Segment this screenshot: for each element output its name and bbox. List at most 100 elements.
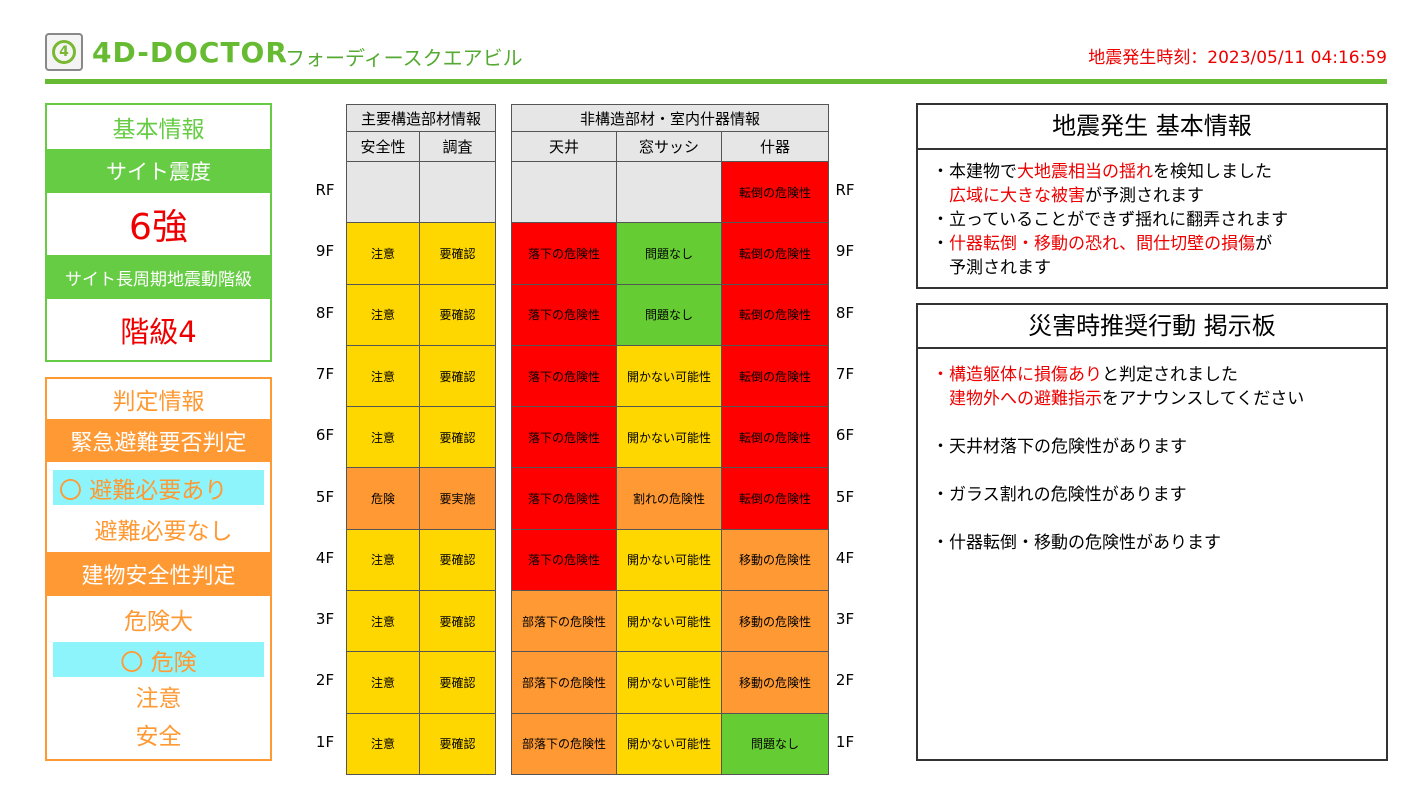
col-ceiling: 天井 — [511, 131, 617, 162]
status-cell: 要確認 — [418, 651, 497, 714]
nonstructural-table: 非構造部材・室内什器情報 天井 窓サッシ 什器 転倒の危険性 落下の危険性 問題なし 転倒… — [510, 104, 830, 775]
status-cell: 注意 — [346, 590, 420, 653]
status-cell: 注意 — [346, 283, 420, 346]
floor-label: 4F — [835, 548, 855, 567]
message-line: 広域に大きな被害が予測されます — [932, 184, 1386, 208]
status-cell — [511, 160, 617, 224]
message-text: ・什器転倒・移動の危険性があります — [932, 533, 1221, 553]
status-cell: 注意 — [346, 651, 420, 714]
floor-label: 9F — [835, 242, 855, 261]
message-text: ・ — [932, 234, 949, 254]
site-intensity-label: サイト震度 — [47, 149, 270, 193]
table-row: 部落下の危険性 開かない可能性 移動の危険性 — [511, 590, 830, 653]
status-cell: 転倒の危険性 — [720, 344, 830, 408]
status-cell: 注意 — [346, 344, 420, 408]
table-row: 危険 要実施 — [346, 467, 497, 530]
floor-label: 3F — [315, 610, 335, 629]
basic-info-panel: 基本情報 サイト震度 6強 サイト長周期地震動階級 階級4 — [45, 103, 272, 362]
evac-option-required: 〇 避難必要あり — [53, 470, 264, 505]
table-row: 部落下の危険性 開かない可能性 移動の危険性 — [511, 651, 830, 714]
status-cell: 移動の危険性 — [720, 590, 830, 653]
message-text: が — [1255, 234, 1273, 254]
message-line: ・什器転倒・移動の危険性があります — [932, 531, 1386, 555]
table-row: 落下の危険性 開かない可能性 移動の危険性 — [511, 528, 830, 592]
highlight-text: 什器転倒・移動の恐れ、間仕切壁の損傷 — [949, 234, 1256, 254]
status-cell: 開かない可能性 — [616, 528, 722, 592]
table-row: 注意 要確認 — [346, 712, 497, 775]
quake-info-box: 地震発生 基本情報 ・本建物で大地震相当の揺れを検知しました 広域に大きな被害が… — [916, 103, 1388, 289]
status-cell: 落下の危険性 — [511, 406, 617, 469]
table-row: 転倒の危険性 — [511, 160, 830, 224]
long-period-class: 階級4 — [120, 314, 197, 349]
logo-icon: 4 — [45, 33, 83, 71]
status-cell: 要確認 — [418, 528, 497, 592]
message-text: ・立っていることができず揺れに翻弄されます — [932, 210, 1289, 230]
message-line — [932, 459, 1386, 483]
status-cell — [616, 160, 722, 224]
table-row: 落下の危険性 問題なし 転倒の危険性 — [511, 283, 830, 346]
header-divider — [45, 79, 1387, 84]
structural-header: 主要構造部材情報 — [345, 104, 497, 132]
status-cell: 落下の危険性 — [511, 344, 617, 408]
floor-label: 3F — [835, 610, 855, 629]
floor-label: 2F — [835, 671, 855, 690]
table-row: 落下の危険性 割れの危険性 転倒の危険性 — [511, 467, 830, 530]
floor-label: RF — [315, 181, 335, 199]
safety-option-high-danger: 危険大 — [124, 609, 193, 635]
floor-label: 5F — [315, 487, 335, 506]
building-name: フォーディースクエアビル — [285, 46, 523, 70]
message-text: を検知しました — [1153, 162, 1272, 182]
status-cell: 転倒の危険性 — [720, 406, 830, 469]
table-row: 注意 要確認 — [346, 222, 497, 285]
status-cell: 転倒の危険性 — [720, 283, 830, 346]
message-text: ・天井材落下の危険性があります — [932, 437, 1187, 457]
status-cell: 注意 — [346, 406, 420, 469]
message-text: と判定されました — [1102, 365, 1238, 385]
basic-info-title: 基本情報 — [112, 117, 205, 143]
message-text — [932, 461, 937, 481]
status-cell: 部落下の危険性 — [511, 651, 617, 714]
table-row: 落下の危険性 問題なし 転倒の危険性 — [511, 222, 830, 285]
status-cell: 要確認 — [418, 712, 497, 775]
floor-label: 1F — [835, 732, 855, 751]
table-row: 落下の危険性 開かない可能性 転倒の危険性 — [511, 344, 830, 408]
safety-option-danger: 〇 危険 — [53, 642, 264, 677]
status-cell: 部落下の危険性 — [511, 712, 617, 775]
status-cell: 移動の危険性 — [720, 528, 830, 592]
floor-label: 6F — [835, 426, 855, 445]
status-cell: 開かない可能性 — [616, 344, 722, 408]
status-cell: 落下の危険性 — [511, 222, 617, 285]
nonstructural-header: 非構造部材・室内什器情報 — [510, 104, 830, 132]
highlight-text: 大地震相当の揺れ — [1017, 162, 1153, 182]
safety-option-caution: 注意 — [135, 686, 182, 712]
status-cell: 問題なし — [720, 712, 830, 775]
status-cell: 要確認 — [418, 590, 497, 653]
status-cell: 転倒の危険性 — [720, 467, 830, 530]
table-row: 注意 要確認 — [346, 590, 497, 653]
quake-time: 地震発生時刻：2023/05/11 04:16:59 — [1088, 48, 1387, 68]
table-row: 部落下の危険性 開かない可能性 問題なし — [511, 712, 830, 775]
status-cell: 部落下の危険性 — [511, 590, 617, 653]
message-text: ・ガラス割れの危険性があります — [932, 485, 1187, 505]
floor-label: 7F — [315, 364, 335, 383]
table-row: 注意 要確認 — [346, 344, 497, 408]
highlight-text: 構造躯体に損傷あり — [949, 365, 1102, 385]
status-cell: 注意 — [346, 712, 420, 775]
floor-label: 7F — [835, 364, 855, 383]
floor-label: 1F — [315, 732, 335, 751]
message-text: 予測されます — [932, 258, 1051, 278]
status-cell: 問題なし — [616, 283, 722, 346]
table-row: 注意 要確認 — [346, 651, 497, 714]
safety-option-safe: 安全 — [135, 724, 182, 750]
status-cell: 割れの危険性 — [616, 467, 722, 530]
highlight-text: 広域に大きな被害 — [949, 186, 1085, 206]
table-row: 注意 要確認 — [346, 406, 497, 469]
message-text — [932, 509, 937, 529]
floor-label: 6F — [315, 426, 335, 445]
message-text — [932, 413, 937, 433]
floor-label: 8F — [315, 303, 335, 322]
message-line: 建物外への避難指示をアナウンスしてください — [932, 387, 1386, 411]
message-line: ・ガラス割れの危険性があります — [932, 483, 1386, 507]
status-cell: 問題なし — [616, 222, 722, 285]
brand-logo: 4D-DOCTOR — [92, 36, 288, 69]
